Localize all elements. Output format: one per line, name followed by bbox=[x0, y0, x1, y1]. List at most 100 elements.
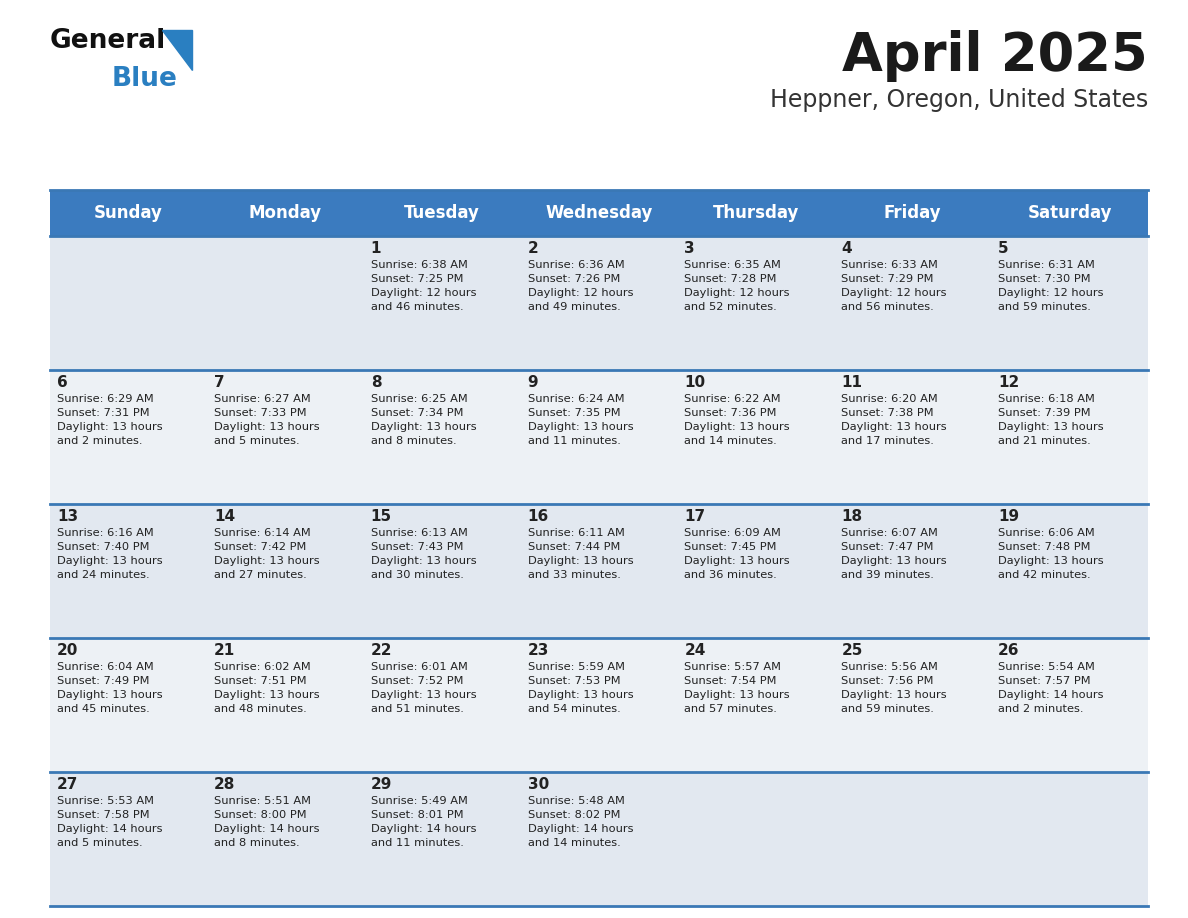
Text: 30: 30 bbox=[527, 777, 549, 792]
Bar bbox=[834, 772, 991, 906]
Bar bbox=[991, 236, 1148, 370]
Text: Sunrise: 5:49 AM
Sunset: 8:01 PM
Daylight: 14 hours
and 11 minutes.: Sunrise: 5:49 AM Sunset: 8:01 PM Dayligh… bbox=[371, 796, 476, 848]
Bar bbox=[364, 370, 520, 504]
Polygon shape bbox=[162, 30, 192, 70]
Bar bbox=[991, 370, 1148, 504]
Text: Sunrise: 6:22 AM
Sunset: 7:36 PM
Daylight: 13 hours
and 14 minutes.: Sunrise: 6:22 AM Sunset: 7:36 PM Dayligh… bbox=[684, 394, 790, 446]
Bar bbox=[834, 236, 991, 370]
Bar bbox=[207, 236, 364, 370]
Text: 7: 7 bbox=[214, 375, 225, 390]
Text: Monday: Monday bbox=[248, 204, 322, 222]
Text: Sunrise: 6:29 AM
Sunset: 7:31 PM
Daylight: 13 hours
and 2 minutes.: Sunrise: 6:29 AM Sunset: 7:31 PM Dayligh… bbox=[57, 394, 163, 446]
Text: 6: 6 bbox=[57, 375, 68, 390]
Text: Sunrise: 6:25 AM
Sunset: 7:34 PM
Daylight: 13 hours
and 8 minutes.: Sunrise: 6:25 AM Sunset: 7:34 PM Dayligh… bbox=[371, 394, 476, 446]
Bar bbox=[520, 504, 677, 638]
Text: 19: 19 bbox=[998, 509, 1019, 524]
Text: Sunrise: 5:56 AM
Sunset: 7:56 PM
Daylight: 13 hours
and 59 minutes.: Sunrise: 5:56 AM Sunset: 7:56 PM Dayligh… bbox=[841, 662, 947, 714]
Text: 13: 13 bbox=[57, 509, 78, 524]
Text: Heppner, Oregon, United States: Heppner, Oregon, United States bbox=[770, 88, 1148, 112]
Text: 23: 23 bbox=[527, 643, 549, 658]
Bar bbox=[207, 370, 364, 504]
Text: Sunrise: 6:06 AM
Sunset: 7:48 PM
Daylight: 13 hours
and 42 minutes.: Sunrise: 6:06 AM Sunset: 7:48 PM Dayligh… bbox=[998, 528, 1104, 580]
Text: 11: 11 bbox=[841, 375, 862, 390]
Text: Sunrise: 5:57 AM
Sunset: 7:54 PM
Daylight: 13 hours
and 57 minutes.: Sunrise: 5:57 AM Sunset: 7:54 PM Dayligh… bbox=[684, 662, 790, 714]
Text: 17: 17 bbox=[684, 509, 706, 524]
Bar bbox=[520, 772, 677, 906]
Bar bbox=[207, 504, 364, 638]
Text: 18: 18 bbox=[841, 509, 862, 524]
Bar bbox=[834, 370, 991, 504]
Text: Sunrise: 6:35 AM
Sunset: 7:28 PM
Daylight: 12 hours
and 52 minutes.: Sunrise: 6:35 AM Sunset: 7:28 PM Dayligh… bbox=[684, 260, 790, 312]
Bar bbox=[364, 236, 520, 370]
Text: Sunrise: 6:36 AM
Sunset: 7:26 PM
Daylight: 12 hours
and 49 minutes.: Sunrise: 6:36 AM Sunset: 7:26 PM Dayligh… bbox=[527, 260, 633, 312]
Text: Thursday: Thursday bbox=[713, 204, 800, 222]
Text: Sunrise: 6:16 AM
Sunset: 7:40 PM
Daylight: 13 hours
and 24 minutes.: Sunrise: 6:16 AM Sunset: 7:40 PM Dayligh… bbox=[57, 528, 163, 580]
Text: 16: 16 bbox=[527, 509, 549, 524]
Bar bbox=[50, 772, 207, 906]
Bar bbox=[50, 370, 207, 504]
Text: Sunrise: 6:07 AM
Sunset: 7:47 PM
Daylight: 13 hours
and 39 minutes.: Sunrise: 6:07 AM Sunset: 7:47 PM Dayligh… bbox=[841, 528, 947, 580]
Text: Sunrise: 6:11 AM
Sunset: 7:44 PM
Daylight: 13 hours
and 33 minutes.: Sunrise: 6:11 AM Sunset: 7:44 PM Dayligh… bbox=[527, 528, 633, 580]
Text: Saturday: Saturday bbox=[1028, 204, 1112, 222]
Text: 25: 25 bbox=[841, 643, 862, 658]
Text: 4: 4 bbox=[841, 241, 852, 256]
Text: 28: 28 bbox=[214, 777, 235, 792]
Text: Friday: Friday bbox=[884, 204, 942, 222]
Text: 5: 5 bbox=[998, 241, 1009, 256]
Text: 15: 15 bbox=[371, 509, 392, 524]
Bar bbox=[677, 504, 834, 638]
Text: Sunrise: 5:54 AM
Sunset: 7:57 PM
Daylight: 14 hours
and 2 minutes.: Sunrise: 5:54 AM Sunset: 7:57 PM Dayligh… bbox=[998, 662, 1104, 714]
Text: 20: 20 bbox=[57, 643, 78, 658]
Text: Blue: Blue bbox=[112, 66, 178, 92]
Bar bbox=[520, 638, 677, 772]
Text: Sunrise: 6:31 AM
Sunset: 7:30 PM
Daylight: 12 hours
and 59 minutes.: Sunrise: 6:31 AM Sunset: 7:30 PM Dayligh… bbox=[998, 260, 1104, 312]
Text: 26: 26 bbox=[998, 643, 1019, 658]
Text: 24: 24 bbox=[684, 643, 706, 658]
Text: Sunrise: 5:53 AM
Sunset: 7:58 PM
Daylight: 14 hours
and 5 minutes.: Sunrise: 5:53 AM Sunset: 7:58 PM Dayligh… bbox=[57, 796, 163, 848]
Text: Sunrise: 6:13 AM
Sunset: 7:43 PM
Daylight: 13 hours
and 30 minutes.: Sunrise: 6:13 AM Sunset: 7:43 PM Dayligh… bbox=[371, 528, 476, 580]
Text: Tuesday: Tuesday bbox=[404, 204, 480, 222]
Text: Sunrise: 5:48 AM
Sunset: 8:02 PM
Daylight: 14 hours
and 14 minutes.: Sunrise: 5:48 AM Sunset: 8:02 PM Dayligh… bbox=[527, 796, 633, 848]
Bar bbox=[364, 504, 520, 638]
Bar bbox=[207, 772, 364, 906]
Text: Sunrise: 6:27 AM
Sunset: 7:33 PM
Daylight: 13 hours
and 5 minutes.: Sunrise: 6:27 AM Sunset: 7:33 PM Dayligh… bbox=[214, 394, 320, 446]
Text: Wednesday: Wednesday bbox=[545, 204, 652, 222]
Text: Sunday: Sunday bbox=[94, 204, 163, 222]
Text: 12: 12 bbox=[998, 375, 1019, 390]
Bar bbox=[991, 638, 1148, 772]
Bar bbox=[364, 772, 520, 906]
Text: 14: 14 bbox=[214, 509, 235, 524]
Text: 22: 22 bbox=[371, 643, 392, 658]
Bar bbox=[50, 638, 207, 772]
Text: 3: 3 bbox=[684, 241, 695, 256]
Bar bbox=[520, 236, 677, 370]
Bar bbox=[677, 772, 834, 906]
Text: Sunrise: 6:04 AM
Sunset: 7:49 PM
Daylight: 13 hours
and 45 minutes.: Sunrise: 6:04 AM Sunset: 7:49 PM Dayligh… bbox=[57, 662, 163, 714]
Text: Sunrise: 6:02 AM
Sunset: 7:51 PM
Daylight: 13 hours
and 48 minutes.: Sunrise: 6:02 AM Sunset: 7:51 PM Dayligh… bbox=[214, 662, 320, 714]
Text: Sunrise: 6:01 AM
Sunset: 7:52 PM
Daylight: 13 hours
and 51 minutes.: Sunrise: 6:01 AM Sunset: 7:52 PM Dayligh… bbox=[371, 662, 476, 714]
Text: April 2025: April 2025 bbox=[842, 30, 1148, 82]
Text: 29: 29 bbox=[371, 777, 392, 792]
Bar bbox=[677, 236, 834, 370]
Bar bbox=[677, 370, 834, 504]
Text: Sunrise: 6:18 AM
Sunset: 7:39 PM
Daylight: 13 hours
and 21 minutes.: Sunrise: 6:18 AM Sunset: 7:39 PM Dayligh… bbox=[998, 394, 1104, 446]
Text: General: General bbox=[50, 28, 166, 54]
Bar bbox=[991, 772, 1148, 906]
Text: Sunrise: 6:09 AM
Sunset: 7:45 PM
Daylight: 13 hours
and 36 minutes.: Sunrise: 6:09 AM Sunset: 7:45 PM Dayligh… bbox=[684, 528, 790, 580]
Text: Sunrise: 5:59 AM
Sunset: 7:53 PM
Daylight: 13 hours
and 54 minutes.: Sunrise: 5:59 AM Sunset: 7:53 PM Dayligh… bbox=[527, 662, 633, 714]
Text: Sunrise: 6:38 AM
Sunset: 7:25 PM
Daylight: 12 hours
and 46 minutes.: Sunrise: 6:38 AM Sunset: 7:25 PM Dayligh… bbox=[371, 260, 476, 312]
Bar bbox=[677, 638, 834, 772]
Bar bbox=[364, 638, 520, 772]
Text: 27: 27 bbox=[57, 777, 78, 792]
Bar bbox=[207, 638, 364, 772]
Bar bbox=[50, 236, 207, 370]
Text: Sunrise: 6:24 AM
Sunset: 7:35 PM
Daylight: 13 hours
and 11 minutes.: Sunrise: 6:24 AM Sunset: 7:35 PM Dayligh… bbox=[527, 394, 633, 446]
Text: 9: 9 bbox=[527, 375, 538, 390]
Text: 10: 10 bbox=[684, 375, 706, 390]
Text: 1: 1 bbox=[371, 241, 381, 256]
Bar bbox=[50, 190, 1148, 236]
Bar bbox=[991, 504, 1148, 638]
Text: Sunrise: 5:51 AM
Sunset: 8:00 PM
Daylight: 14 hours
and 8 minutes.: Sunrise: 5:51 AM Sunset: 8:00 PM Dayligh… bbox=[214, 796, 320, 848]
Text: Sunrise: 6:20 AM
Sunset: 7:38 PM
Daylight: 13 hours
and 17 minutes.: Sunrise: 6:20 AM Sunset: 7:38 PM Dayligh… bbox=[841, 394, 947, 446]
Text: 2: 2 bbox=[527, 241, 538, 256]
